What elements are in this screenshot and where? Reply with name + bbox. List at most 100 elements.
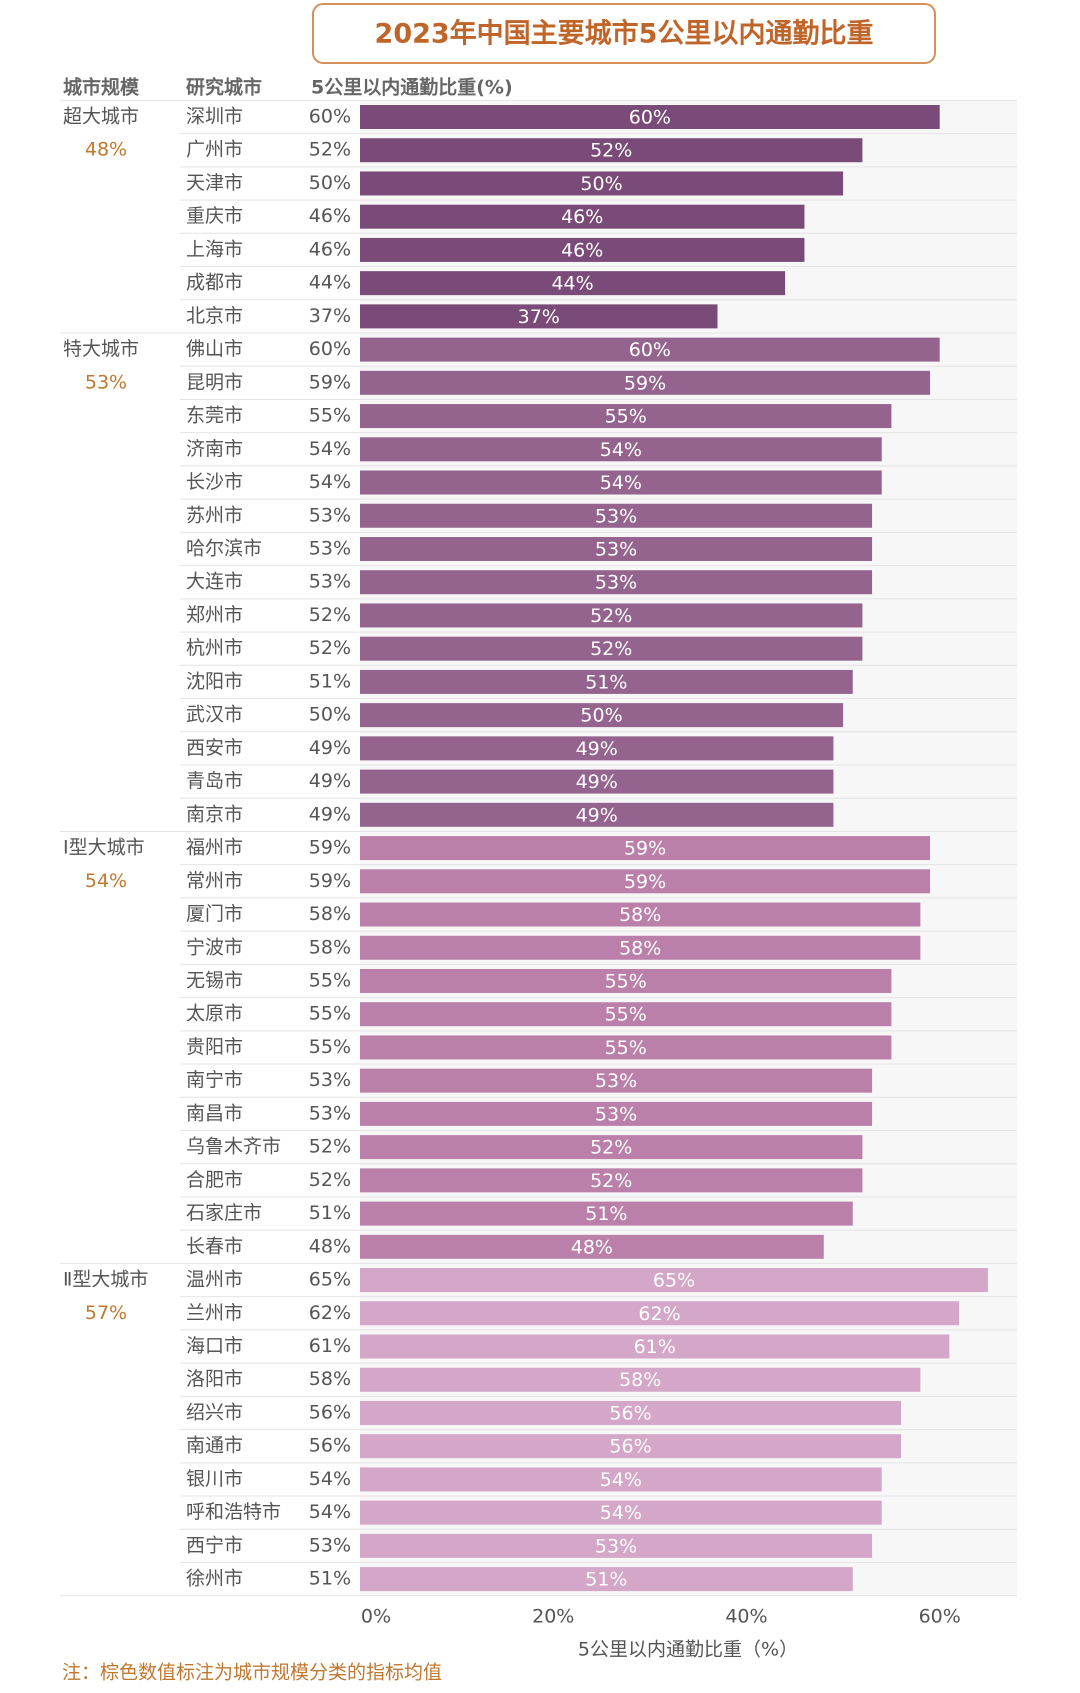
- value-text: 55%: [309, 1003, 351, 1025]
- city-label: 杭州市: [186, 637, 243, 659]
- value-text: 58%: [309, 936, 351, 958]
- data-label: 59%: [624, 372, 666, 394]
- value-text: 50%: [309, 172, 351, 194]
- data-label: 46%: [561, 239, 603, 261]
- city-label: 福州市: [186, 837, 243, 859]
- city-label: 银川市: [186, 1468, 243, 1490]
- value-text: 49%: [309, 803, 351, 825]
- group-name: Ⅰ型大城市: [63, 837, 145, 859]
- value-text: 54%: [309, 471, 351, 493]
- data-label: 58%: [619, 904, 661, 926]
- value-text: 53%: [309, 1534, 351, 1556]
- data-label: 52%: [590, 1170, 632, 1192]
- bar: [360, 703, 844, 728]
- bar: [360, 271, 786, 296]
- value-text: 50%: [309, 704, 351, 726]
- bar: [360, 1301, 960, 1326]
- city-label: 成都市: [186, 272, 243, 294]
- bar: [360, 968, 892, 993]
- data-label: 49%: [576, 738, 618, 760]
- value-text: 37%: [309, 305, 351, 327]
- city-label: 济南市: [186, 438, 243, 460]
- bar: [360, 570, 873, 595]
- bar: [360, 1035, 892, 1060]
- bar: [360, 1567, 853, 1592]
- bar: [360, 669, 853, 694]
- data-label: 52%: [590, 638, 632, 660]
- city-label: 合肥市: [186, 1169, 243, 1191]
- value-text: 55%: [309, 1036, 351, 1058]
- city-label: 重庆市: [186, 205, 243, 227]
- city-label: 南京市: [186, 803, 243, 825]
- city-label: 上海市: [186, 238, 243, 260]
- data-label: 51%: [585, 1569, 627, 1591]
- x-tick-label: 40%: [725, 1606, 767, 1628]
- data-label: 52%: [590, 605, 632, 627]
- value-text: 52%: [309, 604, 351, 626]
- city-label: 郑州市: [186, 604, 243, 626]
- city-label: 绍兴市: [186, 1401, 243, 1423]
- bar: [360, 404, 892, 429]
- bar: [360, 503, 873, 528]
- bar: [360, 437, 882, 462]
- group-mean: 57%: [85, 1302, 127, 1324]
- data-label: 49%: [576, 804, 618, 826]
- value-text: 52%: [309, 1136, 351, 1158]
- city-label: 常州市: [186, 870, 243, 892]
- bar: [360, 869, 931, 894]
- value-text: 53%: [309, 504, 351, 526]
- group-mean: 53%: [85, 371, 127, 393]
- value-text: 51%: [309, 1202, 351, 1224]
- city-label: 长春市: [186, 1235, 243, 1257]
- bar: [360, 171, 844, 196]
- bar: [360, 1400, 902, 1425]
- data-label: 58%: [619, 937, 661, 959]
- city-label: 贵阳市: [186, 1036, 243, 1058]
- data-label: 51%: [585, 671, 627, 693]
- bar: [360, 1168, 863, 1193]
- bar: [360, 1367, 921, 1392]
- value-text: 53%: [309, 537, 351, 559]
- data-label: 53%: [595, 505, 637, 527]
- bar: [360, 337, 940, 362]
- value-text: 49%: [309, 770, 351, 792]
- data-label: 52%: [590, 1137, 632, 1159]
- data-label: 46%: [561, 206, 603, 228]
- group-name: Ⅱ型大城市: [63, 1269, 148, 1291]
- value-text: 60%: [309, 338, 351, 360]
- bar: [360, 237, 805, 262]
- bar: [360, 1068, 873, 1093]
- value-text: 58%: [309, 1368, 351, 1390]
- value-text: 60%: [309, 106, 351, 128]
- value-text: 51%: [309, 1568, 351, 1590]
- data-label: 48%: [571, 1236, 613, 1258]
- data-label: 55%: [605, 1037, 647, 1059]
- value-text: 48%: [309, 1235, 351, 1257]
- value-text: 54%: [309, 438, 351, 460]
- city-label: 北京市: [186, 305, 243, 327]
- city-label: 宁波市: [186, 936, 243, 958]
- value-text: 52%: [309, 139, 351, 161]
- value-text: 46%: [309, 238, 351, 260]
- value-text: 53%: [309, 571, 351, 593]
- value-text: 59%: [309, 371, 351, 393]
- data-label: 37%: [518, 306, 560, 328]
- city-label: 石家庄市: [186, 1202, 262, 1224]
- data-label: 59%: [624, 838, 666, 860]
- city-label: 温州市: [186, 1269, 243, 1291]
- city-label: 哈尔滨市: [186, 537, 262, 559]
- city-label: 西安市: [186, 737, 243, 759]
- data-label: 50%: [580, 173, 622, 195]
- column-header: 城市规模: [63, 76, 140, 99]
- x-tick-label: 20%: [532, 1606, 574, 1628]
- data-label: 53%: [595, 572, 637, 594]
- city-label: 深圳市: [186, 106, 243, 128]
- city-label: 大连市: [186, 571, 243, 593]
- bar: [360, 603, 863, 628]
- city-label: 天津市: [186, 172, 243, 194]
- bar: [360, 1334, 950, 1359]
- value-text: 46%: [309, 205, 351, 227]
- bar: [360, 1434, 902, 1459]
- city-label: 昆明市: [186, 371, 243, 393]
